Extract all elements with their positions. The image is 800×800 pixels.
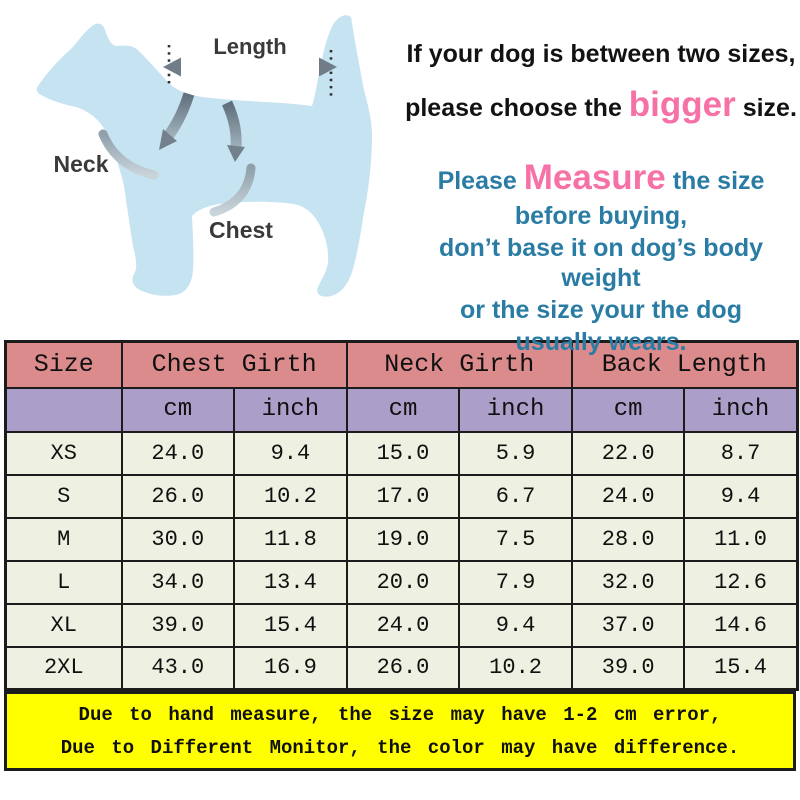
value-cell: 9.4 [458, 602, 573, 648]
value-cell: 8.7 [683, 430, 799, 476]
value-cell: 11.0 [683, 516, 799, 562]
value-cell: 34.0 [120, 559, 236, 605]
measure-note-line1: Please Measure the size [402, 157, 800, 199]
unit-cell: cm [345, 386, 461, 433]
dog-silhouette-icon [36, 15, 373, 297]
measure-note-line3: don’t base it on dog’s body weight [438, 234, 764, 292]
size-cell: S [4, 473, 123, 519]
value-cell: 6.7 [458, 473, 573, 519]
value-cell: 17.0 [345, 473, 461, 519]
header-chest-girth: Chest Girth [120, 340, 348, 389]
size-cell: XL [4, 602, 123, 648]
table-row: M 30.0 11.8 19.0 7.5 28.0 11.0 [4, 516, 799, 562]
size-cell: 2XL [4, 645, 123, 691]
measure-note-line1-pre: Please [437, 167, 524, 195]
measure-note-line4: or the size your the dog [460, 296, 742, 324]
dog-measurement-diagram: Length Neck Chest [0, 0, 402, 338]
value-cell: 11.8 [233, 516, 348, 562]
table-header-row: Size Chest Girth Neck Girth Back Length [4, 340, 799, 389]
table-row: XS 24.0 9.4 15.0 5.9 22.0 8.7 [4, 430, 799, 476]
unit-cell: inch [233, 386, 348, 433]
size-cell: XS [4, 430, 123, 476]
value-cell: 7.5 [458, 516, 573, 562]
measure-highlight: Measure [523, 158, 666, 197]
value-cell: 26.0 [120, 473, 236, 519]
unit-cell: cm [570, 386, 686, 433]
unit-cell: inch [458, 386, 573, 433]
value-cell: 10.2 [233, 473, 348, 519]
header-neck-girth: Neck Girth [345, 340, 573, 389]
table-units-row: cm inch cm inch cm inch [4, 386, 799, 433]
neck-arrow-icon [98, 92, 195, 180]
bigger-highlight: bigger [628, 84, 736, 124]
neck-label: Neck [54, 151, 109, 177]
value-cell: 37.0 [570, 602, 686, 648]
measure-note-line2: before buying, [514, 202, 688, 230]
value-cell: 15.0 [345, 430, 461, 476]
length-label: Length [213, 34, 286, 59]
disclaimer-line2: Due to Different Monitor, the color may … [60, 737, 740, 759]
value-cell: 26.0 [345, 645, 461, 691]
value-cell: 20.0 [345, 559, 461, 605]
value-cell: 16.9 [233, 645, 348, 691]
value-cell: 13.4 [233, 559, 348, 605]
measure-note: Please Measure the size before buying, d… [402, 157, 800, 357]
value-cell: 15.4 [683, 645, 799, 691]
value-cell: 5.9 [458, 430, 573, 476]
value-cell: 30.0 [120, 516, 236, 562]
between-sizes-line2-post: size. [735, 93, 797, 122]
disclaimer-line1: Due to hand measure, the size may have 1… [78, 704, 722, 726]
value-cell: 43.0 [120, 645, 236, 691]
value-cell: 32.0 [570, 559, 686, 605]
value-cell: 12.6 [683, 559, 799, 605]
size-cell: M [4, 516, 123, 562]
measure-note-line1-post: the size [665, 167, 765, 195]
value-cell: 10.2 [458, 645, 573, 691]
value-cell: 28.0 [570, 516, 686, 562]
value-cell: 14.6 [683, 602, 799, 648]
table-row: 2XL 43.0 16.9 26.0 10.2 39.0 15.4 [4, 645, 799, 691]
value-cell: 9.4 [683, 473, 799, 519]
unit-cell-empty [4, 386, 123, 433]
size-chart-table: Size Chest Girth Neck Girth Back Length … [4, 340, 799, 691]
value-cell: 7.9 [458, 559, 573, 605]
header-size: Size [4, 340, 123, 389]
value-cell: 24.0 [120, 430, 236, 476]
value-cell: 39.0 [570, 645, 686, 691]
unit-cell: cm [120, 386, 236, 433]
header-back-length: Back Length [570, 340, 799, 389]
value-cell: 19.0 [345, 516, 461, 562]
table-row: S 26.0 10.2 17.0 6.7 24.0 9.4 [4, 473, 799, 519]
size-advice: If your dog is between two sizes, please… [402, 0, 800, 356]
value-cell: 24.0 [570, 473, 686, 519]
between-sizes-line2-pre: please choose the [405, 93, 629, 122]
value-cell: 15.4 [233, 602, 348, 648]
dog-diagram-canvas: Length Neck Chest [36, 15, 373, 297]
table-row: L 34.0 13.4 20.0 7.9 32.0 12.6 [4, 559, 799, 605]
between-sizes-line1: If your dog is between two sizes, [406, 40, 796, 68]
chest-label: Chest [209, 217, 273, 243]
disclaimer-banner: Due to hand measure, the size may have 1… [4, 691, 796, 771]
value-cell: 9.4 [233, 430, 348, 476]
value-cell: 22.0 [570, 430, 686, 476]
value-cell: 24.0 [345, 602, 461, 648]
chest-arrow-icon [209, 100, 256, 217]
top-section: Length Neck Chest If your dog is between… [0, 0, 800, 356]
unit-cell: inch [683, 386, 799, 433]
table-row: XL 39.0 15.4 24.0 9.4 37.0 14.6 [4, 602, 799, 648]
value-cell: 39.0 [120, 602, 236, 648]
between-sizes-line2: please choose the bigger size. [402, 85, 800, 125]
length-arrow-icon [163, 45, 337, 97]
size-cell: L [4, 559, 123, 605]
